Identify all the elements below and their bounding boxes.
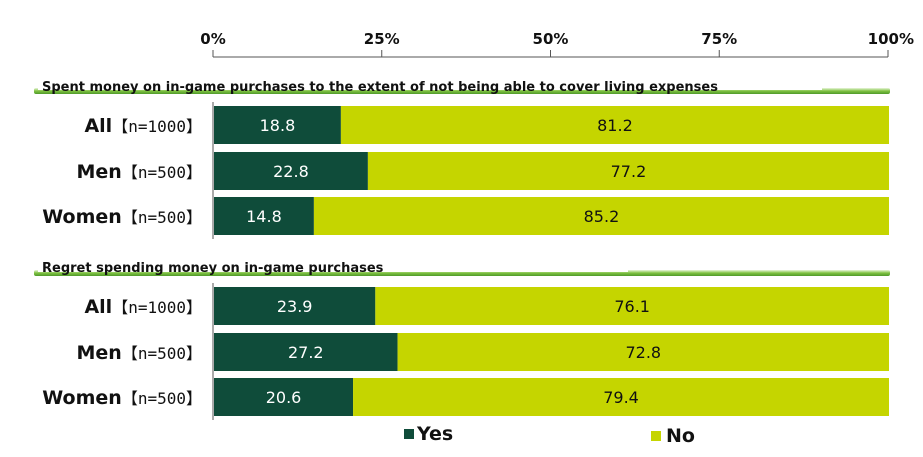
bar-yes — [214, 287, 376, 325]
legend-swatch-no — [651, 431, 661, 441]
bar-no — [340, 106, 889, 144]
row-label: Women【n=500】 — [42, 387, 202, 409]
x-tick-label: 0% — [200, 30, 225, 48]
row-label: Women【n=500】 — [42, 206, 202, 228]
bar-yes-value: 27.2 — [288, 343, 324, 362]
bar-no-value: 72.8 — [625, 343, 661, 362]
bar-yes — [214, 197, 314, 235]
row-label: Men【n=500】 — [77, 342, 203, 364]
section-title-background — [38, 76, 822, 90]
bar-no — [353, 378, 889, 416]
row-sample-size: 【n=500】 — [122, 163, 202, 182]
bar-yes-value: 22.8 — [273, 162, 309, 181]
row-sample-size: 【n=500】 — [122, 389, 202, 408]
bar-yes — [214, 333, 398, 371]
bar-no — [375, 287, 889, 325]
legend-label-no: No — [666, 425, 695, 447]
bar-yes-value: 20.6 — [266, 388, 302, 407]
x-tick-label: 25% — [364, 30, 400, 48]
section-title: Spent money on in-game purchases to the … — [42, 80, 718, 95]
row-label: All【n=1000】 — [84, 115, 202, 137]
legend-label-yes: Yes — [416, 423, 453, 445]
bar-no-value: 76.1 — [614, 297, 650, 316]
bar-yes-value: 18.8 — [260, 116, 296, 135]
bar-yes — [214, 378, 354, 416]
bar-no-value: 77.2 — [611, 162, 647, 181]
row-sample-size: 【n=1000】 — [112, 117, 202, 136]
row-category: All — [84, 115, 112, 137]
row-category: Women — [42, 387, 122, 409]
x-tick-label: 50% — [533, 30, 569, 48]
row-sample-size: 【n=500】 — [122, 208, 202, 227]
bar-no-value: 79.4 — [603, 388, 639, 407]
row-sample-size: 【n=1000】 — [112, 298, 202, 317]
section-title: Regret spending money on in-game purchas… — [42, 261, 384, 276]
legend-swatch-yes — [404, 429, 414, 439]
bar-yes — [214, 106, 341, 144]
bar-no — [367, 152, 889, 190]
row-category: Women — [42, 206, 122, 228]
bar-no-value: 85.2 — [584, 207, 620, 226]
row-category: Men — [77, 342, 122, 364]
bar-no — [313, 197, 889, 235]
row-sample-size: 【n=500】 — [122, 344, 202, 363]
row-label: All【n=1000】 — [84, 296, 202, 318]
bar-no-value: 81.2 — [597, 116, 633, 135]
x-tick-label: 100% — [868, 30, 914, 48]
bar-yes — [214, 152, 368, 190]
row-label: Men【n=500】 — [77, 161, 203, 183]
section-title-background — [38, 258, 628, 272]
row-category: Men — [77, 161, 122, 183]
x-tick-label: 75% — [701, 30, 737, 48]
row-category: All — [84, 296, 112, 318]
bar-yes-value: 14.8 — [246, 207, 282, 226]
bar-no — [397, 333, 889, 371]
bar-yes-value: 23.9 — [277, 297, 313, 316]
